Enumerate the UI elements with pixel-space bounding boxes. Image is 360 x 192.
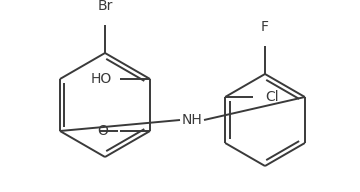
Text: Cl: Cl — [265, 90, 279, 104]
Text: HO: HO — [91, 72, 112, 86]
Text: Br: Br — [97, 0, 113, 13]
Text: O: O — [97, 124, 108, 138]
Text: NH: NH — [182, 113, 202, 127]
Text: F: F — [261, 20, 269, 34]
